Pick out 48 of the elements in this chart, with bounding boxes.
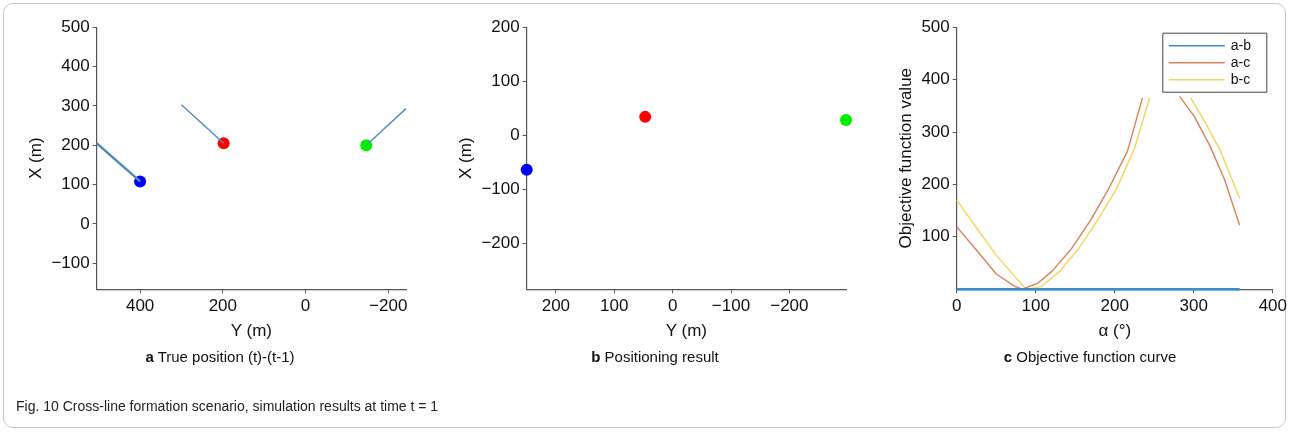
y-tick-label: 400 [61,56,90,76]
point [520,163,533,176]
y-tick-label: 200 [921,174,950,194]
y-tick-label: 100 [491,70,520,90]
x-tick-label: 0 [667,296,678,316]
text: c Objective function curve [1002,348,1178,365]
y-tick-label: 100 [61,174,90,194]
x-tick-label: 400 [1258,296,1288,316]
x-tick-label: 200 [208,296,237,316]
legend-label: b-c [1230,70,1251,87]
x-tick-label: 200 [1100,296,1129,316]
y-tick-label: 100 [921,226,950,246]
y-axis-title: X (m) [25,137,45,179]
x-tick-label: 300 [1179,296,1208,316]
legend-label: a-c [1230,53,1251,70]
x-axis-title: Y (m) [665,321,707,341]
x-axis-title: Y (m) [230,321,272,341]
y-tick-label: 200 [491,16,520,36]
legend-label: a-b [1230,36,1252,53]
y-tick-label: 200 [61,134,90,154]
x-tick-label: 400 [125,296,155,316]
x-tick-label: −200 [770,296,809,316]
y-axis-title: Objective function value [895,67,915,249]
point [217,137,230,150]
x-tick-label: −100 [711,296,751,316]
y-tick-label: 400 [921,69,950,89]
point [840,114,852,127]
y-tick-label: −100 [481,178,520,198]
y-axis-title: X (m) [455,137,475,179]
x-axis-title: α (°) [1098,321,1132,341]
x-tick-label: 100 [600,296,629,316]
point [360,139,373,152]
y-tick-label: 0 [510,124,520,144]
x-tick-label: 200 [541,296,571,316]
caption: Fig. 10 Cross-line formation scenario, simulation results at time t = 1 [16,398,439,414]
y-tick-label: −100 [51,252,90,272]
y-tick-label: 0 [80,213,90,233]
text: b Positioning result [590,348,720,365]
x-tick-label: 100 [1021,296,1050,316]
y-tick-label: −200 [481,232,520,252]
y-tick-label: 300 [921,121,950,141]
y-tick-label: 300 [61,95,90,115]
point [639,110,652,123]
x-tick-label: −200 [369,296,408,316]
y-tick-label: 500 [921,16,950,36]
text: a True position (t)-(t-1) [144,348,296,365]
x-tick-label: 0 [300,296,311,316]
y-tick-label: 500 [61,16,90,36]
